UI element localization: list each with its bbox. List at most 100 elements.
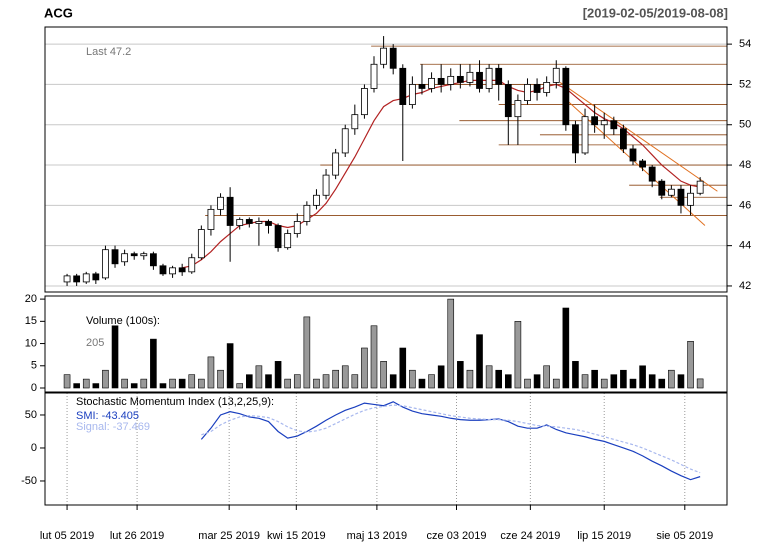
volume-bar [677,374,685,389]
volume-bar [696,378,704,389]
smi-title: Stochastic Momentum Index (13,2,25,9): [76,396,274,408]
y-tick-label: 15 [25,315,37,327]
candle-body [313,194,320,206]
volume-bar [226,343,234,389]
candle-body [667,188,675,196]
candle-body [236,219,244,226]
volume-bar [572,361,579,389]
x-tick-label: cze 03 2019 [427,530,487,542]
volume-bar [198,378,205,389]
y-tick-label: 42 [739,280,751,292]
y-tick-label: 54 [739,38,751,50]
y-tick-label: 50 [739,119,751,131]
volume-bar [130,383,138,389]
volume-bar [437,365,445,389]
candle-body [226,196,234,226]
volume-bar [476,334,483,389]
volume-bar [111,325,119,389]
y-tick-label: 44 [739,240,751,252]
candle-body [428,77,435,89]
candle-body [255,221,263,224]
candle-body [552,67,560,83]
volume-bar [341,365,349,389]
candle-body [245,219,253,224]
candle-body [399,67,407,105]
volume-bar [303,316,311,389]
candle-body [572,124,579,154]
candle-body [207,208,215,230]
panel-frame [44,392,728,506]
volume-bar [687,341,694,389]
y-tick-label: 20 [25,293,37,305]
candle-body [677,188,685,206]
x-tick-label: cze 24 2019 [500,530,560,542]
line [200,401,701,481]
candle-body [73,275,81,283]
volume-bar [504,374,512,389]
candle-body [648,166,656,182]
y-tick-label: 46 [739,199,751,211]
candle-body [178,267,186,273]
candle-body [600,120,608,126]
candle-body [370,63,378,89]
volume-bar [485,365,493,389]
volume-bar [428,374,435,389]
candle-body [533,84,541,93]
volume-bar [466,369,474,389]
x-tick-label: kwi 15 2019 [267,530,326,542]
candle-body [658,180,666,196]
panel-frame [44,295,728,393]
candle-body [82,273,90,283]
x-tick-label: sie 05 2019 [656,530,713,542]
volume-bar [648,374,656,389]
candle-body [524,84,531,101]
volume-bar [495,369,503,389]
y-tick-label: 5 [31,360,37,372]
candle-body [351,114,359,130]
candle-body [341,128,349,154]
volume-bar [73,383,80,389]
candle-body [418,84,426,89]
y-tick-label: 48 [739,159,751,171]
date-range: [2019-02-05/2019-08-08] [583,5,728,20]
candle-body [543,82,551,93]
volume-bar [63,374,71,389]
candle-body [102,249,109,279]
trend-line [559,82,718,192]
candle-body [159,265,167,275]
volume-bar [178,378,186,389]
x-tick-label: maj 13 2019 [347,530,408,542]
candle-body [581,116,589,154]
candle-body [389,47,397,69]
volume-bar [370,325,378,389]
volume-bar [150,338,157,389]
candle-body [140,253,148,257]
volume-bar [293,374,301,389]
candle-body [169,267,176,275]
volume-bar [92,383,100,389]
candle-body [303,204,311,222]
volume-bar [169,378,176,389]
volume-bar [361,347,368,389]
candle-body [293,221,301,234]
last-price: Last 47.2 [86,46,131,58]
candle-body [504,84,512,118]
volume-bar [380,361,387,389]
y-tick-label: -50 [21,475,37,487]
candle-body [485,67,493,89]
candle-body [562,67,570,126]
y-tick-label: 0 [31,382,37,394]
candle-body [130,253,138,257]
candle-body [696,180,704,194]
volume-bar [629,378,637,389]
volume-bar [313,378,320,389]
candle-body [149,253,157,267]
volume-bar [332,369,339,389]
candle-body [629,148,637,162]
candle-body [63,275,71,283]
volume-bar [255,365,263,389]
volume-bar [543,365,550,389]
volume-bar [620,369,627,389]
volume-bar [524,378,531,389]
volume-bar [409,369,416,389]
